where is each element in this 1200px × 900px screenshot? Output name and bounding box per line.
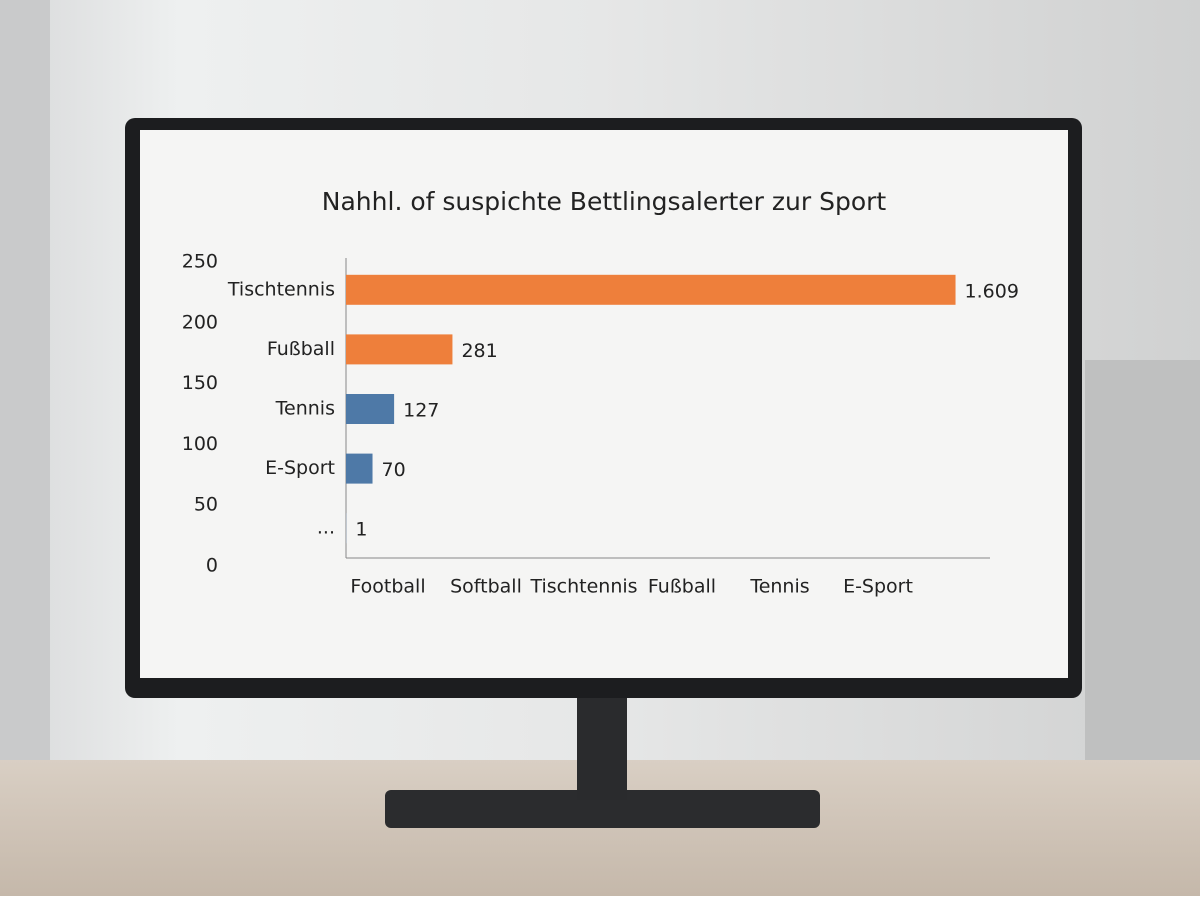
value-label: 127 xyxy=(403,400,439,422)
y-tick-label: 250 xyxy=(182,251,218,273)
x-label: Fußball xyxy=(648,576,716,598)
x-label: Tischtennis xyxy=(529,576,637,598)
x-label: E-Sport xyxy=(843,576,913,598)
x-label: Football xyxy=(350,576,425,598)
category-label: Tischtennis xyxy=(227,278,335,300)
category-label: E-Sport xyxy=(265,457,335,479)
value-label: 281 xyxy=(461,340,497,362)
bar xyxy=(346,275,956,305)
bar xyxy=(346,334,452,364)
window-frame xyxy=(0,0,50,760)
category-label: ... xyxy=(317,517,335,539)
monitor-neck xyxy=(577,690,627,800)
chart-title: Nahhl. of suspichte Bettlingsalerter zur… xyxy=(322,187,887,216)
value-label: 1.609 xyxy=(965,280,1019,302)
value-label: 70 xyxy=(382,459,406,481)
y-tick-label: 0 xyxy=(206,555,218,577)
value-label: 1 xyxy=(355,519,367,541)
category-label: Tennis xyxy=(275,398,335,420)
bar xyxy=(346,394,394,424)
y-tick-label: 200 xyxy=(182,311,218,333)
x-label: Tennis xyxy=(749,576,809,598)
bar xyxy=(346,454,373,484)
y-tick-label: 50 xyxy=(194,494,218,516)
background-shelf xyxy=(1085,360,1200,760)
x-label: Softball xyxy=(450,576,522,598)
y-tick-label: 150 xyxy=(182,372,218,394)
y-tick-label: 100 xyxy=(182,433,218,455)
category-label: Fußball xyxy=(267,338,335,360)
